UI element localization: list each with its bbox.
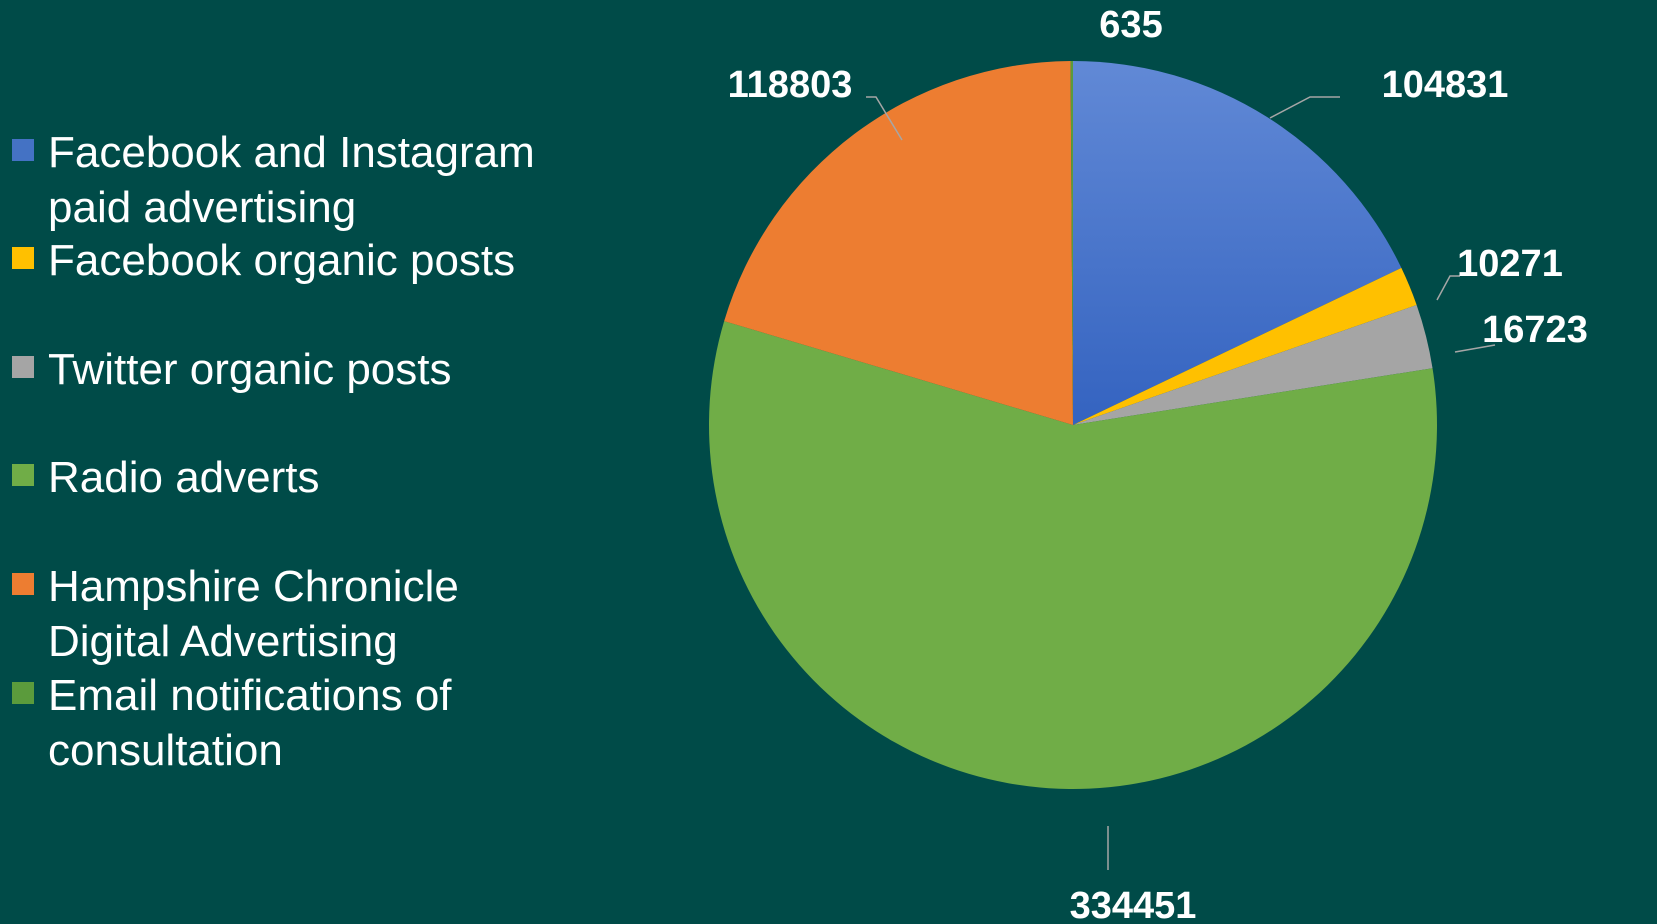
legend-item-radio-adverts: Radio adverts	[12, 450, 612, 505]
legend-swatch	[12, 356, 34, 378]
legend-item-hampshire-chronicle: Hampshire Chronicle Digital Advertising	[12, 559, 612, 669]
pie-slice	[1070, 61, 1073, 425]
pie-slice	[1073, 267, 1417, 425]
data-label: 635	[1099, 4, 1162, 46]
legend-label: Facebook organic posts	[48, 236, 516, 285]
legend-swatch	[12, 139, 34, 161]
leader-line	[1454, 344, 1496, 353]
legend-item-email-notifications: Email notifications of consultation	[12, 668, 612, 778]
leader-line	[866, 96, 903, 141]
legend-item-twitter-organic: Twitter organic posts	[12, 342, 612, 397]
data-label: 104831	[1382, 64, 1509, 106]
legend-label: Email notifications of consultation	[48, 671, 452, 775]
leader-line	[1269, 96, 1340, 119]
data-label: 118803	[728, 64, 853, 106]
legend-label: Hampshire Chronicle Digital Advertising	[48, 562, 459, 666]
pie-slice	[709, 321, 1437, 789]
legend-swatch	[12, 573, 34, 595]
pie-slice	[1073, 61, 1402, 425]
leader-line	[1436, 275, 1460, 301]
legend-item-facebook-instagram-paid: Facebook and Instagram paid advertising	[12, 125, 612, 235]
data-label: 16723	[1482, 309, 1588, 351]
pie-slice	[1073, 304, 1433, 425]
legend-swatch	[12, 464, 34, 486]
legend-label: Radio adverts	[48, 453, 320, 502]
legend-label: Facebook and Instagram paid advertising	[48, 128, 535, 232]
pie-slice	[724, 61, 1073, 425]
legend-swatch	[12, 247, 34, 269]
legend-swatch	[12, 682, 34, 704]
legend-label: Twitter organic posts	[48, 345, 452, 394]
data-label: 10271	[1457, 243, 1563, 285]
legend-item-facebook-organic: Facebook organic posts	[12, 233, 612, 288]
data-label: 334451	[1070, 885, 1197, 924]
